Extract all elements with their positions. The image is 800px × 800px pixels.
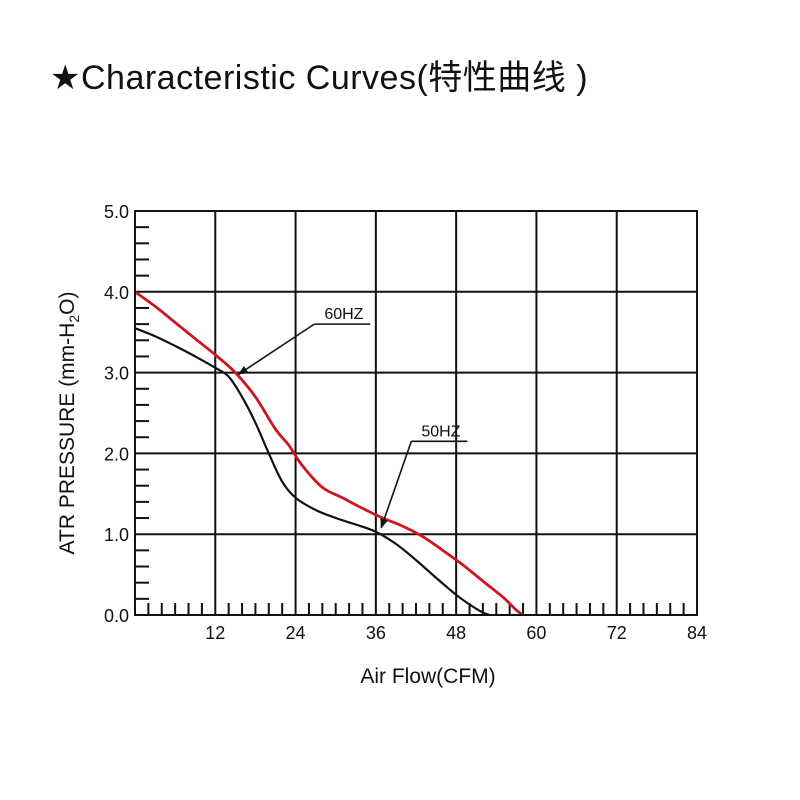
annotation-label-60hz: 60HZ [324,306,363,323]
series-lines [134,290,524,617]
annotations: 60HZ 50HZ [237,306,468,529]
x-axis-label: Air Flow(CFM) [360,665,495,688]
grid-lines [135,211,697,615]
y-axis-label: ATR PRESSURE (mm-H2O) [56,292,82,555]
y-tick-label: 4.0 [104,283,129,303]
x-tick-label: 84 [687,623,707,643]
y-tick-label: 2.0 [104,444,129,464]
y-axis-label-suffix: O) [56,292,79,315]
y-tick-label: 1.0 [104,525,129,545]
y-tick-label: 0.0 [104,606,129,626]
x-tick-label: 24 [286,623,306,643]
chart-title: ★Characteristic Curves(特性曲线 ) [50,59,589,97]
annotation-arrow [237,323,315,375]
tick-labels: 12 24 36 48 60 72 84 0.0 1.0 2.0 3.0 4.0 5.0 [104,202,707,643]
annotation-label-50hz: 50HZ [421,423,460,440]
x-tick-label: 72 [607,623,627,643]
series-line-50hz [134,327,490,617]
y-tick-label: 5.0 [104,202,129,222]
annotation-arrow [380,441,413,529]
series-line-60hz [134,290,524,617]
x-tick-label: 48 [446,623,466,643]
y-axis-label-subscript: 2 [66,315,82,323]
y-tick-label: 3.0 [104,364,129,384]
minor-ticks [135,226,685,615]
plot-frame [134,210,698,616]
x-tick-label: 60 [526,623,546,643]
x-tick-label: 36 [366,623,386,643]
x-tick-label: 12 [205,623,225,643]
y-axis-label-prefix: ATR PRESSURE (mm-H [56,323,79,555]
